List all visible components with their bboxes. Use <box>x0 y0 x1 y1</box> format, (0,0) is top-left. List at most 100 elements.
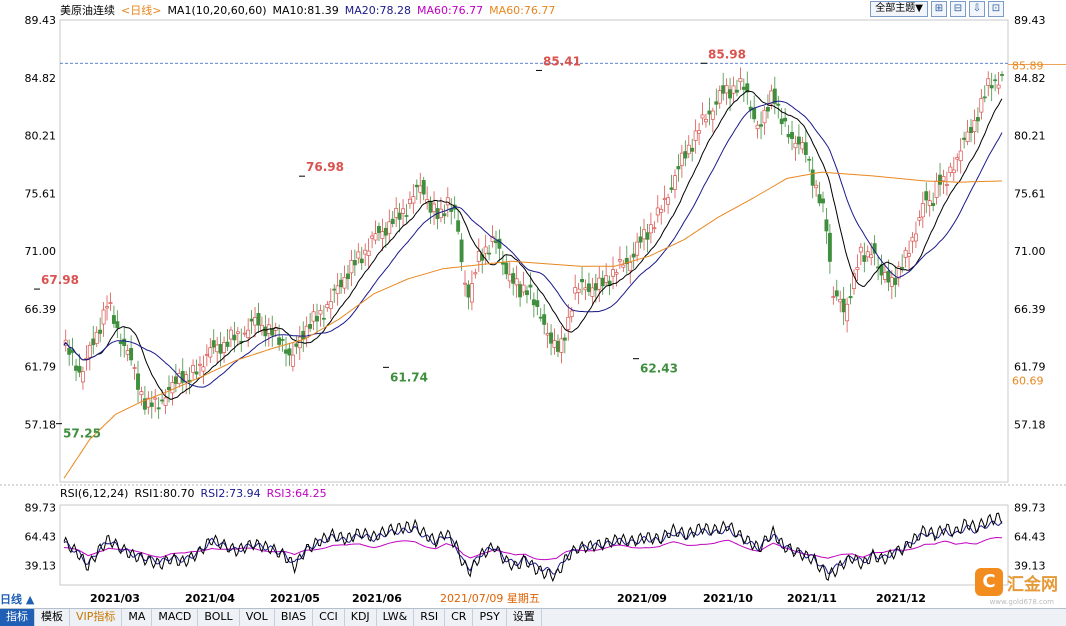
candle-body <box>370 235 375 239</box>
candle-body <box>989 85 994 89</box>
candle-body <box>387 221 392 235</box>
restore-icon[interactable]: ⊡ <box>988 1 1004 17</box>
export-icon[interactable]: ⇩ <box>969 1 985 17</box>
candle-body <box>965 131 970 142</box>
candle-body <box>421 180 426 195</box>
candle-body <box>662 198 667 200</box>
cursor-date-label: 2021/07/09 星期五 <box>438 590 542 606</box>
candle-body <box>755 124 760 130</box>
tab-8[interactable]: CCI <box>313 609 345 626</box>
chart-controls: 全部主题▼ ⊞ ⊟ ⇩ ⊡ <box>870 1 1004 17</box>
candle-body <box>397 212 402 220</box>
candle-body <box>690 147 695 152</box>
theme-button[interactable]: 全部主题▼ <box>870 1 928 17</box>
candle-body <box>693 130 698 141</box>
candle-body <box>855 267 860 270</box>
rsi-tick-label-right: 64.43 <box>1014 531 1046 544</box>
candle-body <box>232 334 237 341</box>
candle-body <box>277 337 282 345</box>
candle-body <box>569 310 574 317</box>
candle-body <box>724 85 729 94</box>
candle-body <box>476 251 481 262</box>
tab-0[interactable]: 指标 <box>0 609 35 626</box>
ma60-line <box>63 171 1003 479</box>
price-chart[interactable]: 89.43 89.43 84.82 84.82 80.21 80.21 75.61 75.61… <box>0 0 1066 608</box>
tab-9[interactable]: KDJ <box>345 609 377 626</box>
tab-14[interactable]: 设置 <box>507 609 542 626</box>
tab-13[interactable]: PSY <box>473 609 507 626</box>
expand-icon[interactable]: ⊞ <box>931 1 947 17</box>
ma-group-label[interactable]: MA1(10,20,60,60) <box>167 4 267 17</box>
candle-body <box>635 241 640 256</box>
main-legend: 美原油连续 <日线> MA1(10,20,60,60) MA10:81.39 MA20:… <box>60 2 561 18</box>
candle-body <box>538 316 543 319</box>
candle-body <box>710 110 715 120</box>
candle-body <box>700 114 705 119</box>
candle-body <box>597 277 602 290</box>
candle-body <box>363 249 368 255</box>
candle-body <box>418 185 423 193</box>
candle-body <box>91 338 96 346</box>
candle-body <box>332 288 337 291</box>
candle-body <box>466 284 471 298</box>
candle-body <box>666 197 671 205</box>
candle-body <box>924 191 929 201</box>
tab-6[interactable]: VOL <box>240 609 275 626</box>
candle-body <box>208 347 213 358</box>
candle-body <box>886 270 891 283</box>
tab-7[interactable]: BIAS <box>275 609 314 626</box>
candle-body <box>80 371 85 383</box>
candle-body <box>101 309 106 325</box>
candle-body <box>562 337 567 341</box>
tab-12[interactable]: CR <box>445 609 474 626</box>
candle-body <box>552 340 557 348</box>
candle-body <box>858 246 863 253</box>
candle-body <box>559 338 564 353</box>
candle-body <box>679 152 684 166</box>
candle-body <box>638 236 643 243</box>
candle-body <box>817 194 822 204</box>
candle-body <box>673 175 677 190</box>
period-label[interactable]: <日线> <box>121 4 162 17</box>
candle-body <box>521 284 526 293</box>
candle-body <box>697 130 702 134</box>
candle-body <box>852 273 856 289</box>
candle-body <box>814 184 819 189</box>
tab-10[interactable]: LW& <box>377 609 415 626</box>
shrink-icon[interactable]: ⊟ <box>950 1 966 17</box>
candle-body <box>497 238 502 249</box>
candle-body <box>153 397 158 400</box>
candle-body <box>487 252 492 255</box>
candle-body <box>783 117 788 122</box>
candle-body <box>545 333 550 336</box>
candle-body <box>982 96 987 99</box>
candle-body <box>741 86 746 90</box>
candle-body <box>793 142 798 149</box>
candle-body <box>356 251 361 259</box>
candle-body <box>907 253 912 257</box>
candle-body <box>125 350 130 355</box>
period-switch-button[interactable]: 日线 ▲ <box>0 593 35 606</box>
tab-11[interactable]: RSI <box>414 609 446 626</box>
candle-body <box>380 231 385 239</box>
candle-body <box>149 402 154 407</box>
tab-2[interactable]: VIP指标 <box>70 609 123 626</box>
candle-body <box>173 376 178 384</box>
candle-body <box>129 348 134 361</box>
candle-body <box>955 157 960 160</box>
ma10-line <box>63 90 1003 400</box>
candle-body <box>752 107 757 120</box>
tab-5[interactable]: BOLL <box>198 609 240 626</box>
y-tick-label-right: 61.79 <box>1014 361 1046 374</box>
tab-1[interactable]: 模板 <box>35 609 70 626</box>
candle-body <box>986 78 991 86</box>
tab-4[interactable]: MACD <box>152 609 199 626</box>
candle-body <box>938 174 942 185</box>
candle-body <box>98 329 103 334</box>
candle-body <box>841 298 846 313</box>
candle-body <box>831 296 836 298</box>
candle-body <box>494 240 498 244</box>
candle-body <box>225 341 230 347</box>
tab-3[interactable]: MA <box>122 609 153 626</box>
candle-body <box>652 227 657 230</box>
